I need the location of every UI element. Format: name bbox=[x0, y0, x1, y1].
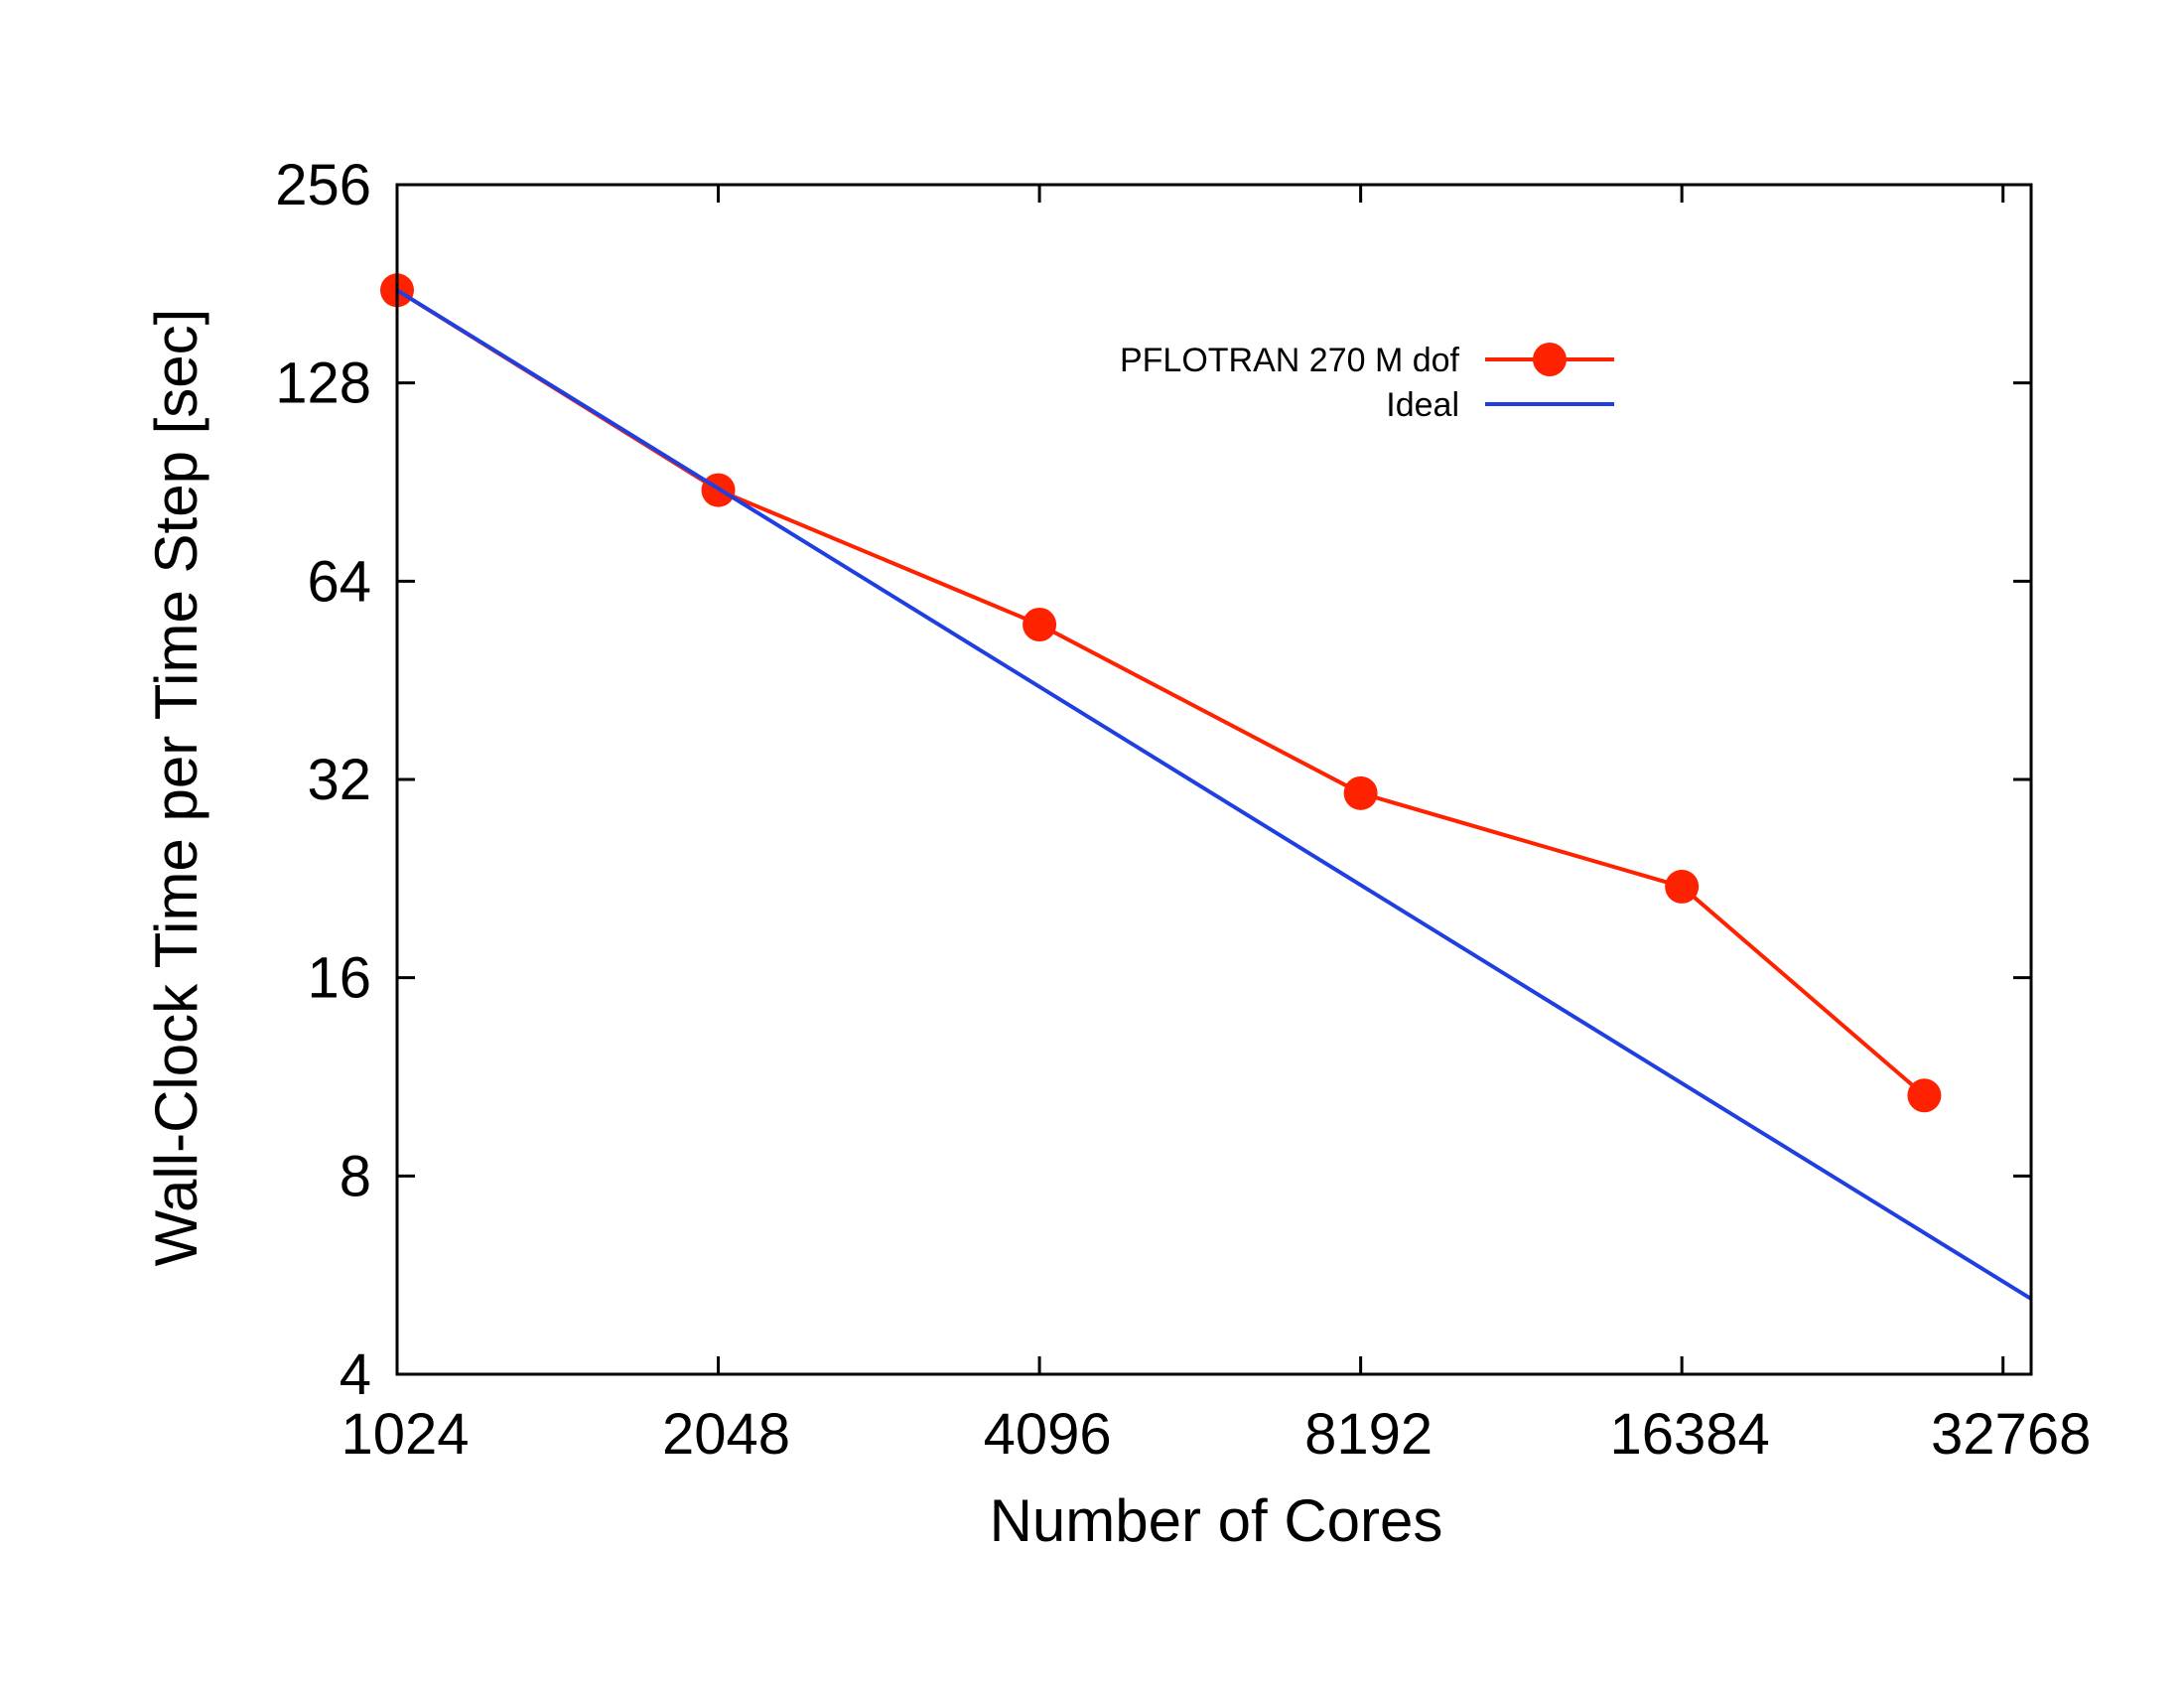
x-tick-label: 16384 bbox=[1610, 1402, 1770, 1467]
plot-frame bbox=[395, 183, 2033, 1376]
y-axis-title: Wall-Clock Time per Time Step [sec] bbox=[143, 309, 209, 1267]
y-tick-label: 32 bbox=[307, 748, 371, 812]
x-axis-title: Number of Cores bbox=[990, 1487, 1443, 1554]
data-point bbox=[1665, 869, 1700, 904]
y-tick-label: 128 bbox=[275, 352, 371, 416]
x-tick-label: 1024 bbox=[341, 1402, 469, 1467]
tick-labels: 1024 2048 4096 8192 16384 32768 4 8 16 32 64 128 256 bbox=[275, 153, 2091, 1467]
y-tick-label: 16 bbox=[307, 946, 371, 1011]
legend-swatch-marker bbox=[1533, 343, 1567, 376]
y-tick-label: 64 bbox=[307, 549, 371, 614]
legend-entry-label: Ideal bbox=[1386, 386, 1459, 424]
legend-entry-label: PFLOTRAN 270 M dof bbox=[1120, 342, 1460, 379]
y-tick-label: 8 bbox=[340, 1144, 371, 1208]
data-point bbox=[1023, 607, 1057, 641]
series-line bbox=[395, 288, 1926, 1097]
data-point bbox=[1343, 775, 1378, 810]
data-point bbox=[1907, 1078, 1942, 1113]
y-tick-label: 4 bbox=[340, 1342, 371, 1407]
x-tick-label: 2048 bbox=[662, 1402, 790, 1467]
x-tick-label: 4096 bbox=[984, 1402, 1112, 1467]
x-tick-label: 8192 bbox=[1304, 1402, 1433, 1467]
plot-series bbox=[380, 273, 2033, 1301]
y-tick-label: 256 bbox=[275, 153, 371, 217]
legend: PFLOTRAN 270 M dof Ideal bbox=[1120, 342, 1614, 424]
series-line bbox=[395, 288, 2033, 1301]
x-tick-label: 32768 bbox=[1931, 1402, 2091, 1467]
